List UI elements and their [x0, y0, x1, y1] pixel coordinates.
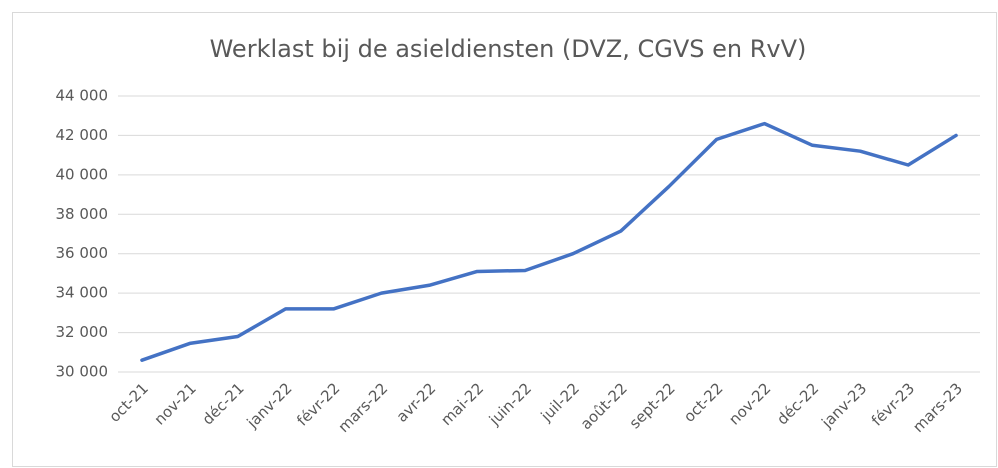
- line: [140, 121, 958, 362]
- y-tick-label: 30 000: [56, 363, 109, 381]
- chart-frame: [12, 12, 997, 467]
- y-tick-label: 42 000: [56, 126, 109, 144]
- y-tick-label: 40 000: [56, 165, 109, 183]
- chart-title: Werklast bij de asieldiensten (DVZ, CGVS…: [210, 35, 807, 63]
- y-tick-label: 44 000: [56, 87, 109, 105]
- y-tick-label: 38 000: [56, 205, 109, 223]
- y-tick-label: 34 000: [56, 284, 109, 302]
- y-tick-label: 36 000: [56, 244, 109, 262]
- y-tick-label: 32 000: [56, 323, 109, 341]
